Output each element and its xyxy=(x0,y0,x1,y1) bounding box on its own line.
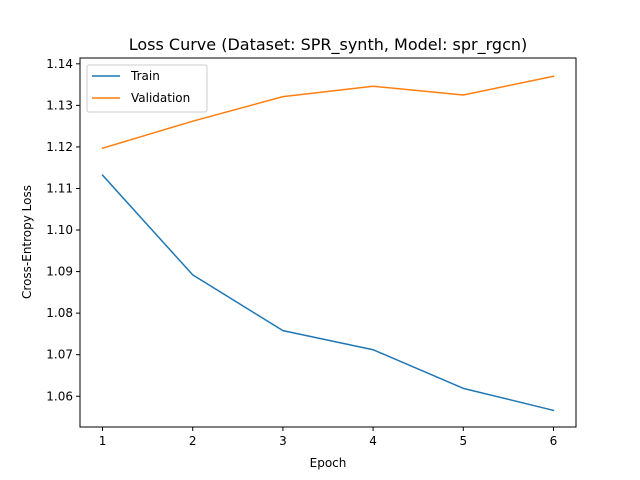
y-axis-label: Cross-Entropy Loss xyxy=(20,185,34,299)
y-tick-label: 1.11 xyxy=(46,181,73,195)
x-tick-label: 4 xyxy=(369,434,377,448)
series-line-validation xyxy=(101,75,555,150)
y-tick-label: 1.12 xyxy=(46,140,73,154)
x-tick-label: 1 xyxy=(99,434,107,448)
plot-frame xyxy=(79,57,577,428)
x-tick-label: 5 xyxy=(459,434,467,448)
legend-label-validation: Validation xyxy=(131,91,190,105)
chart-title: Loss Curve (Dataset: SPR_synth, Model: s… xyxy=(129,35,528,55)
x-tick-label: 3 xyxy=(279,434,287,448)
y-tick-label: 1.07 xyxy=(46,348,73,362)
series-layer xyxy=(101,75,555,412)
y-tick-label: 1.09 xyxy=(46,265,73,279)
y-tick-label: 1.13 xyxy=(46,98,73,112)
y-axis: 1.06 1.07 1.08 1.09 1.10 1.11 1.12 1.13 1.14 xyxy=(46,57,80,403)
legend-label-train: Train xyxy=(130,69,160,83)
x-tick-label: 2 xyxy=(189,434,197,448)
x-axis: 1 2 3 4 5 6 xyxy=(99,427,558,448)
series-line-train xyxy=(101,174,555,412)
x-axis-label: Epoch xyxy=(310,456,347,470)
x-tick-label: 6 xyxy=(550,434,558,448)
y-tick-label: 1.06 xyxy=(46,389,73,403)
legend: Train Validation xyxy=(86,64,208,113)
y-tick-label: 1.10 xyxy=(46,223,73,237)
y-tick-label: 1.08 xyxy=(46,306,73,320)
y-tick-label: 1.14 xyxy=(46,57,73,71)
